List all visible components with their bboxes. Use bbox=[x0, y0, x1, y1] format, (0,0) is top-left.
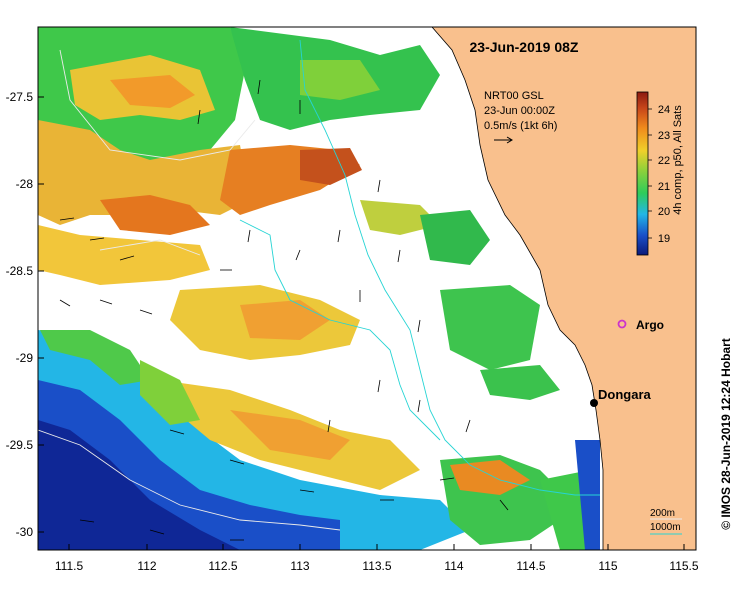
argo-label: Argo bbox=[636, 318, 664, 332]
argo-marker: Argo bbox=[617, 318, 664, 332]
y-axis: -27.5 -28 -28.5 -29 -29.5 -30 bbox=[6, 90, 34, 539]
y-tick-label: -27.5 bbox=[6, 90, 34, 104]
x-tick-label: 112 bbox=[137, 559, 156, 573]
x-tick-label: 115 bbox=[598, 559, 617, 573]
dongara-label: Dongara bbox=[598, 387, 652, 402]
colorbar-tick: 21 bbox=[658, 181, 670, 193]
x-tick-label: 113 bbox=[290, 559, 309, 573]
annotation-line-2: 23-Jun 00:00Z bbox=[484, 105, 555, 117]
x-tick-label: 114.5 bbox=[516, 559, 545, 573]
axis-ticks bbox=[38, 96, 685, 550]
land bbox=[431, 27, 696, 550]
colorbar-label: 4h comp, p50, All Sats bbox=[672, 105, 684, 215]
depth-legend: 200m 1000m bbox=[650, 508, 682, 535]
y-tick-label: -28 bbox=[16, 177, 34, 191]
colorbar-tick: 22 bbox=[658, 155, 670, 167]
colorbar-tick: 24 bbox=[658, 104, 670, 116]
colorbar-tick: 23 bbox=[658, 130, 670, 142]
depth-legend-200m: 200m bbox=[650, 508, 675, 519]
x-tick-label: 111.5 bbox=[55, 559, 84, 573]
colorbar-tick: 19 bbox=[658, 233, 670, 245]
colorbar-tick: 20 bbox=[658, 206, 670, 218]
y-tick-label: -29 bbox=[16, 351, 34, 365]
depth-legend-1000m: 1000m bbox=[650, 522, 681, 533]
sst-field bbox=[38, 27, 600, 550]
scale-arrow bbox=[494, 136, 513, 144]
bathymetry-contours bbox=[38, 39, 600, 531]
x-axis: 111.5 112 112.5 113 113.5 114 114.5 115 … bbox=[55, 559, 699, 573]
y-tick-label: -29.5 bbox=[6, 438, 34, 452]
colorbar: 19 20 21 22 23 24 4h comp, p50, All Sats bbox=[636, 91, 684, 256]
x-tick-label: 115.5 bbox=[669, 559, 698, 573]
dongara-marker: Dongara bbox=[590, 387, 652, 407]
x-tick-label: 113.5 bbox=[362, 559, 391, 573]
vector-annotation: NRT00 GSL 23-Jun 00:00Z 0.5m/s (1kt 6h) bbox=[484, 90, 557, 144]
plot-frame bbox=[37, 26, 697, 551]
y-tick-label: -28.5 bbox=[6, 264, 34, 278]
x-tick-label: 114 bbox=[444, 559, 463, 573]
annotation-line-3: 0.5m/s (1kt 6h) bbox=[484, 120, 557, 132]
colorbar-gradient bbox=[636, 91, 649, 256]
current-vectors bbox=[59, 79, 509, 541]
x-tick-label: 112.5 bbox=[208, 559, 237, 573]
credit-text: © IMOS 28-Jun-2019 12:24 Hobart bbox=[719, 338, 733, 530]
annotation-line-1: NRT00 GSL bbox=[484, 90, 544, 102]
map-title: 23-Jun-2019 08Z bbox=[470, 39, 579, 55]
y-tick-label: -30 bbox=[16, 525, 34, 539]
